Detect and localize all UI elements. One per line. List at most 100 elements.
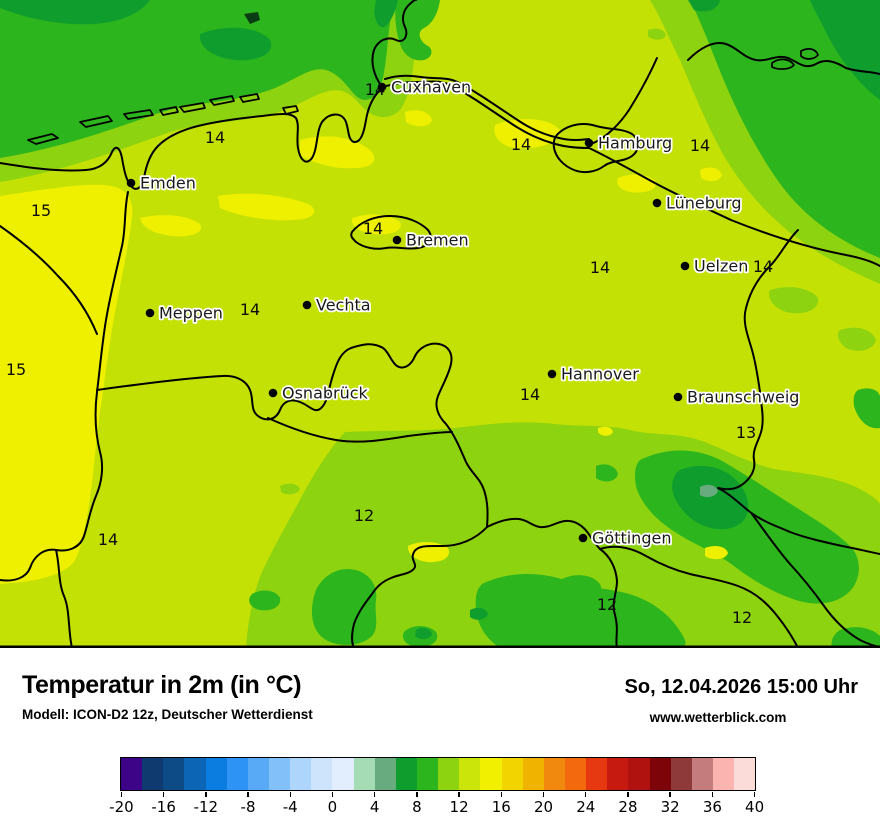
colorbar-axis: -20 -16 -12 -8 -4 0 4 8 12 16 20 24 28 32 36 40 (109, 792, 764, 816)
map-region-path (27, 133, 59, 145)
city-label: Emden (140, 174, 196, 193)
city-dot (673, 392, 683, 402)
colorbar-cell (332, 758, 354, 790)
colorbar-cell (395, 758, 417, 790)
map-region-path (218, 193, 315, 221)
city-dot (392, 235, 402, 245)
temperature-value-label: 14 (753, 257, 773, 276)
temperature-value-label: 14 (520, 385, 540, 404)
border-elbe-southeast (588, 147, 880, 267)
city-dot (302, 300, 312, 310)
colorbar-tick (331, 792, 334, 797)
city-label: Braunschweig (687, 388, 799, 407)
borders-and-coastlines (0, 0, 880, 648)
map-region-path (672, 465, 749, 530)
city-label: Osnabrück (282, 384, 369, 403)
colorbar-tick (500, 792, 503, 797)
city-dot (145, 308, 155, 318)
colorbar-tick-label: -20 (109, 798, 134, 816)
city-dot (578, 533, 588, 543)
colorbar-cell (184, 758, 206, 790)
colorbar-cell (121, 758, 143, 790)
model-info: Modell: ICON-D2 12z, Deutscher Wetterdie… (22, 707, 313, 722)
map-region-path (280, 483, 300, 495)
city-marker: Hannover (547, 363, 641, 385)
map-region-path (690, 0, 880, 258)
city-marker: Cuxhaven (377, 76, 473, 98)
colorbar-tick-label: -16 (151, 798, 176, 816)
map-region-path (374, 0, 398, 28)
border-netherlands (0, 191, 129, 582)
map-region-path (838, 327, 876, 351)
colorbar-cell (480, 758, 502, 790)
map-region-path (351, 214, 401, 235)
border-osnabrueck-east (267, 417, 453, 443)
map-region-path (159, 106, 179, 116)
baltic-island (800, 48, 819, 60)
temperature-value-label: 14 (590, 258, 610, 277)
colorbar-tick-label: 8 (412, 798, 422, 816)
temperature-value-label: 14 (690, 136, 710, 155)
city-label: Cuxhaven (391, 78, 471, 97)
map-region-path (700, 167, 722, 182)
website-credit: www.wetterblick.com (649, 710, 787, 725)
colorbar-tick (458, 792, 460, 797)
temperature-value-label: 13 (736, 423, 756, 442)
temp-region-4-6 (700, 484, 718, 498)
elbe-north-bank (384, 74, 590, 141)
colorbar-tick (289, 792, 291, 797)
colorbar-tick-label: 32 (660, 798, 680, 816)
elbe-south-bank (381, 80, 590, 149)
map-region-path (123, 109, 154, 120)
temperature-value-label: 12 (732, 608, 752, 627)
cuxhaven-peninsula (371, 0, 417, 88)
city-dot (652, 198, 662, 208)
city-marker: Emden (126, 172, 198, 194)
colorbar-cell (416, 758, 439, 790)
city-dot (268, 388, 278, 398)
colorbar-tick-label: 40 (745, 798, 765, 816)
map-region-path (300, 136, 375, 169)
city-label: Hannover (561, 365, 639, 384)
city-label: Hamburg (598, 134, 672, 153)
colorbar-cell (628, 758, 650, 790)
map-region-path (415, 627, 432, 640)
colorbar-cell (353, 758, 375, 790)
colorbar-cell (670, 758, 692, 790)
colorbar-cell (501, 758, 523, 790)
colorbar-tick-label: -12 (193, 798, 219, 816)
colorbar-cell (311, 758, 333, 790)
city-markers-layer: Cuxhaven Hamburg Emden Lüneburg Bremen Uelzen… (126, 76, 801, 549)
map-region-path (0, 184, 133, 584)
border-nl-internal (0, 225, 98, 335)
map-region-path (140, 215, 202, 237)
city-marker: Bremen (392, 229, 470, 251)
colorbar-tick (627, 792, 629, 797)
colorbar-tick (753, 792, 756, 797)
colorbar-tick-label: 28 (618, 798, 638, 816)
colorbar-cell (586, 758, 608, 790)
border-nl-south (55, 549, 73, 648)
map-region-path (470, 607, 488, 620)
colorbar-tick-label: 16 (491, 798, 511, 816)
page-title: Temperatur in 2m (in °C) (22, 671, 302, 699)
city-dot (547, 369, 557, 379)
city-label: Vechta (316, 296, 371, 315)
map-region-path (475, 574, 686, 648)
colorbar-tick (416, 792, 418, 797)
map-region-path (648, 28, 666, 40)
bremen-state-border (350, 215, 432, 250)
city-label: Bremen (406, 231, 469, 250)
map-region-path (768, 287, 819, 314)
colorbar-cell (163, 758, 185, 790)
temperature-value-label: 14 (98, 530, 118, 549)
border-harz-east (717, 487, 880, 555)
border-goettingen-south (599, 548, 618, 648)
border-schleswig (588, 57, 658, 145)
map-region-path (853, 388, 880, 429)
colorbar-cell (438, 758, 460, 790)
map-region-path (179, 102, 206, 113)
colorbar-cell (712, 758, 735, 790)
colorbar-tick (711, 792, 714, 797)
